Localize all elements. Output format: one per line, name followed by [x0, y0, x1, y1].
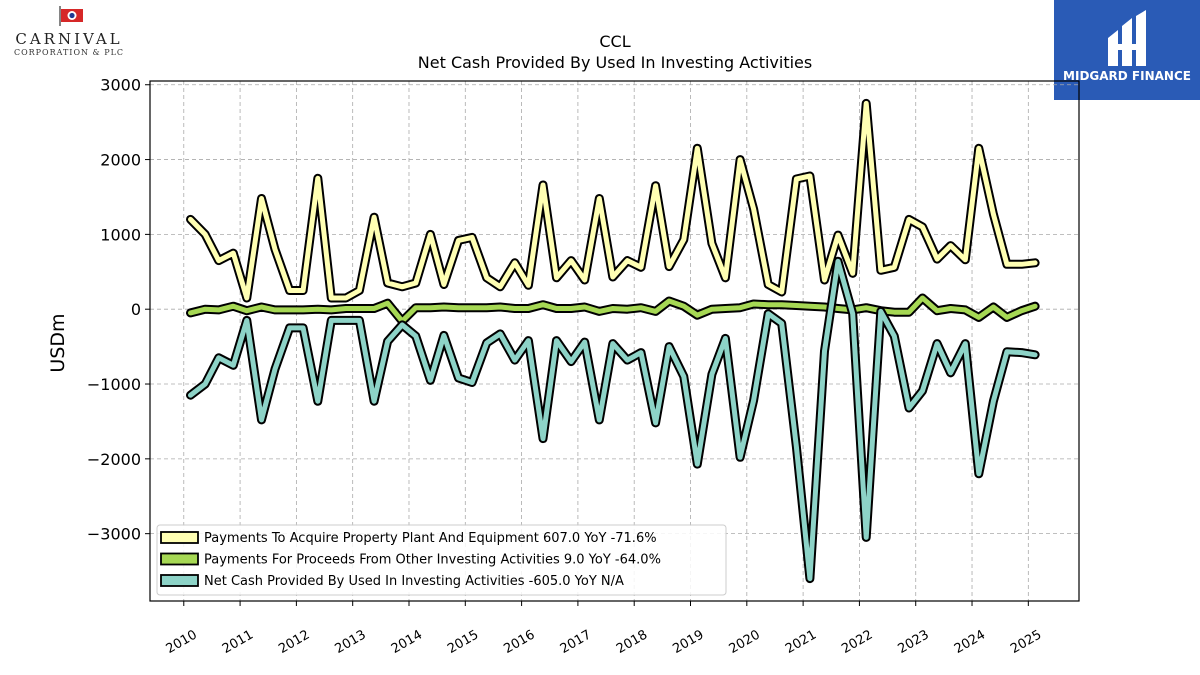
- series-layer: [186, 98, 1040, 584]
- chart-title: CCL: [599, 32, 630, 51]
- y-tick-label: −1000: [87, 375, 141, 394]
- x-tick-label: 2016: [501, 627, 537, 657]
- y-tick-label: 1000: [100, 225, 141, 244]
- carnival-logo-subtitle: CORPORATION & PLC: [13, 48, 125, 57]
- plot-frame: [149, 80, 1080, 602]
- x-tick-label: 2024: [952, 627, 988, 657]
- series-line-1: [186, 98, 1040, 303]
- y-axis-label: USDm: [47, 313, 69, 372]
- legend: Payments To Acquire Property Plant And E…: [156, 524, 727, 596]
- series-stroke: [188, 100, 1038, 301]
- legend-swatch: [160, 574, 199, 587]
- midgard-finance-logo: MIDGARD FINANCE: [1054, 0, 1200, 100]
- legend-label: Net Cash Provided By Used In Investing A…: [204, 574, 624, 589]
- y-tick-label: 2000: [100, 151, 141, 170]
- legend-swatch: [160, 552, 199, 566]
- x-tick-label: 2025: [1008, 627, 1044, 657]
- y-tick-label: −3000: [87, 525, 141, 544]
- x-tick-label: 2020: [727, 627, 763, 657]
- legend-box: [156, 524, 727, 596]
- x-tick-label: 2012: [276, 627, 312, 657]
- y-ticks: −3000 −2000 −1000 0 1000 2000 3000: [87, 76, 150, 544]
- series-stroke: [188, 295, 1038, 324]
- x-ticks: 2010 2011 2012 2013 2014 2015 2016 2017 2018 2019…: [164, 601, 1044, 657]
- legend-swatch: [160, 531, 199, 544]
- x-tick-label: 2017: [558, 627, 594, 657]
- y-tick-label: −2000: [87, 450, 141, 469]
- midgard-mark-icon: [1108, 10, 1146, 66]
- x-tick-label: 2013: [333, 627, 369, 657]
- chart-subtitle: Net Cash Provided By Used In Investing A…: [418, 53, 812, 72]
- x-tick-label: 2015: [445, 627, 481, 657]
- carnival-logo-name: CARNIVAL: [15, 30, 123, 48]
- x-tick-label: 2022: [839, 627, 875, 657]
- x-tick-label: 2023: [896, 627, 932, 657]
- x-tick-label: 2010: [164, 627, 200, 657]
- carnival-flag-icon: [59, 6, 83, 26]
- y-tick-label: 0: [131, 300, 141, 319]
- legend-label: Payments To Acquire Property Plant And E…: [204, 531, 657, 546]
- x-tick-label: 2021: [783, 627, 819, 657]
- x-tick-label: 2019: [670, 627, 706, 657]
- series-line-3: [186, 256, 1040, 584]
- legend-label: Payments For Proceeds From Other Investi…: [204, 553, 661, 568]
- carnival-logo: CARNIVAL CORPORATION & PLC: [4, 4, 134, 59]
- x-tick-label: 2011: [220, 627, 256, 657]
- x-tick-label: 2014: [389, 627, 425, 657]
- midgard-logo-name: MIDGARD FINANCE: [1063, 69, 1191, 83]
- x-tick-label: 2018: [614, 627, 650, 657]
- y-tick-label: 3000: [100, 76, 141, 95]
- series-line-2: [186, 293, 1040, 326]
